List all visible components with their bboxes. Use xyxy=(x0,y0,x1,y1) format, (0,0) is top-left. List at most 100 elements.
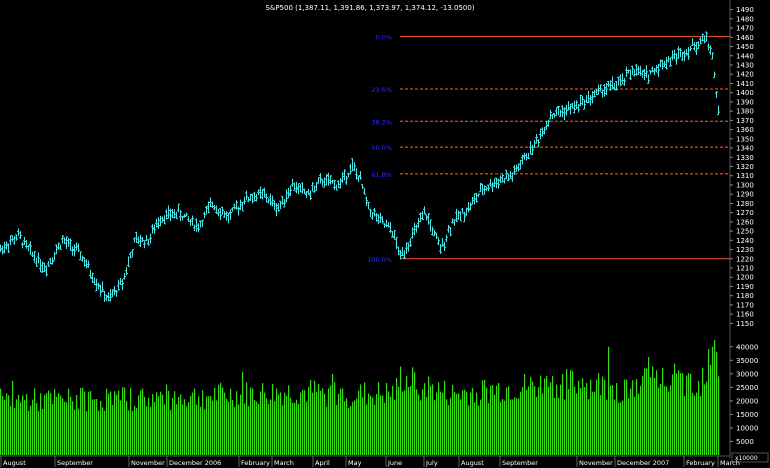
volume-bar xyxy=(264,392,266,455)
volume-bar xyxy=(270,399,272,455)
price-tick-label: 1300 xyxy=(736,181,754,189)
price-tick-label: 1200 xyxy=(736,274,754,282)
volume-bar xyxy=(72,401,74,455)
volume-tick-label: 20000 xyxy=(736,397,758,405)
time-label: August xyxy=(3,459,26,467)
volume-bar xyxy=(228,401,230,455)
volume-bar xyxy=(172,397,174,455)
volume-bar xyxy=(694,395,696,455)
volume-bar xyxy=(42,409,44,455)
volume-bar xyxy=(594,391,596,455)
volume-bar xyxy=(30,405,32,455)
volume-bar xyxy=(322,388,324,455)
volume-bar xyxy=(140,390,142,455)
volume-bar xyxy=(612,385,614,455)
volume-bar xyxy=(382,395,384,455)
volume-bar xyxy=(396,378,398,455)
volume-bar xyxy=(190,396,192,455)
volume-bar xyxy=(606,399,608,455)
volume-bar xyxy=(306,401,308,455)
volume-bar xyxy=(608,346,610,455)
volume-bar xyxy=(462,390,464,455)
volume-bar xyxy=(170,409,172,455)
volume-bar xyxy=(304,390,306,455)
price-tick-label: 1250 xyxy=(736,228,754,236)
volume-bar xyxy=(666,386,668,455)
volume-bar xyxy=(468,405,470,455)
price-tick-label: 1460 xyxy=(736,34,754,42)
volume-bar xyxy=(356,398,358,455)
volume-bar xyxy=(102,407,104,455)
volume-bar xyxy=(498,382,500,455)
fib-level-label: 38.2% xyxy=(371,118,392,126)
volume-bar xyxy=(488,403,490,455)
volume-bar xyxy=(250,387,252,455)
volume-bar xyxy=(660,383,662,455)
volume-bar xyxy=(50,393,52,455)
volume-bar xyxy=(146,406,148,455)
volume-bar xyxy=(542,393,544,455)
volume-bar xyxy=(82,387,84,455)
volume-bar xyxy=(472,387,474,455)
volume-bar xyxy=(662,367,664,455)
volume-bar xyxy=(134,405,136,455)
volume-bar xyxy=(334,382,336,455)
price-tick-label: 1380 xyxy=(736,108,754,116)
volume-bar xyxy=(646,368,648,455)
time-label: November xyxy=(131,459,165,467)
volume-bar xyxy=(302,389,304,455)
volume-bar xyxy=(70,396,72,455)
volume-bar xyxy=(668,391,670,455)
price-tick-label: 1160 xyxy=(736,311,754,319)
fib-level-label: 50.0% xyxy=(371,144,392,152)
volume-bar xyxy=(544,378,546,455)
volume-bar xyxy=(246,382,248,455)
volume-bar xyxy=(420,400,422,455)
volume-bar xyxy=(418,394,420,455)
volume-bar xyxy=(618,402,620,455)
volume-bar xyxy=(428,376,430,455)
volume-bar xyxy=(330,385,332,455)
volume-bar xyxy=(620,402,622,455)
volume-bar xyxy=(460,399,462,455)
volume-bar xyxy=(114,391,116,455)
volume-bar xyxy=(344,401,346,455)
volume-bar xyxy=(518,398,520,455)
volume-bar xyxy=(634,396,636,455)
volume-bar xyxy=(86,410,88,455)
volume-bar xyxy=(444,380,446,455)
price-tick-label: 1150 xyxy=(736,320,754,328)
price-tick-label: 1170 xyxy=(736,301,754,309)
volume-bar xyxy=(480,399,482,455)
volume-bar xyxy=(712,346,714,455)
volume-bar xyxy=(654,377,656,455)
volume-bar xyxy=(374,404,376,455)
volume-bar xyxy=(624,379,626,455)
volume-bar xyxy=(710,364,712,455)
volume-bar xyxy=(4,399,6,455)
time-label: December 2007 xyxy=(617,459,669,467)
volume-bar xyxy=(566,369,568,455)
volume-bar xyxy=(74,409,76,455)
price-tick-label: 1410 xyxy=(736,80,754,88)
volume-bar xyxy=(398,386,400,455)
volume-bar xyxy=(326,406,328,455)
volume-bar xyxy=(12,380,14,455)
volume-bar xyxy=(528,386,530,455)
volume-bar xyxy=(336,404,338,455)
volume-bar xyxy=(294,402,296,455)
price-tick-label: 1350 xyxy=(736,135,754,143)
volume-bar xyxy=(400,366,402,455)
price-tick-label: 1240 xyxy=(736,237,754,245)
volume-bar xyxy=(292,402,294,455)
volume-bar xyxy=(240,394,242,455)
volume-bar xyxy=(362,397,364,455)
volume-bar xyxy=(502,398,504,455)
chart-title: S&P500 (1,387.11, 1,391.86, 1,373.97, 1,… xyxy=(265,4,474,12)
volume-bar xyxy=(548,386,550,455)
volume-multiplier-box xyxy=(731,452,769,463)
volume-bar xyxy=(622,400,624,455)
volume-bar xyxy=(160,391,162,455)
volume-bar xyxy=(66,402,68,455)
